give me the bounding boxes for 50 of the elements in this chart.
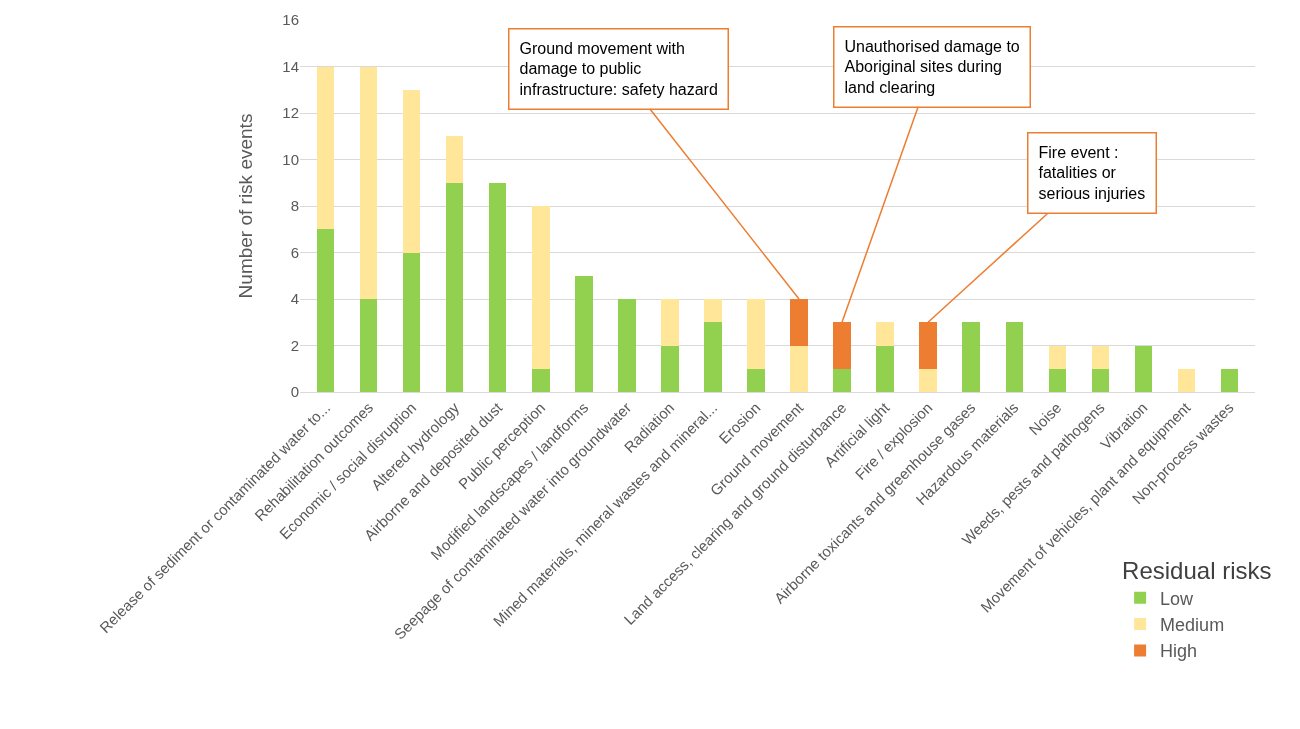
bar: [618, 299, 636, 392]
bar: [661, 345, 679, 392]
bar: [1220, 368, 1238, 392]
legend-label: High: [1160, 641, 1198, 662]
legend-label: Low: [1160, 588, 1195, 609]
bar: [489, 182, 507, 392]
y-tick-label: 2: [290, 336, 299, 354]
bar: [532, 206, 550, 369]
bar: [790, 345, 808, 392]
bar: [1091, 368, 1109, 392]
y-tick-label: 6: [290, 243, 299, 261]
bar: [532, 368, 550, 392]
bar: [575, 275, 593, 392]
bar: [403, 89, 421, 253]
bar: [1177, 368, 1195, 392]
y-tick-label: 0: [290, 383, 299, 401]
bar: [1134, 345, 1152, 392]
annotation: Ground movement with damage to public infrastructure: safety hazard: [519, 39, 718, 99]
annotation: Unauthorised damage to Aboriginal sites during land clearing: [844, 37, 1020, 97]
bar: [833, 368, 851, 392]
y-tick-label: 8: [290, 197, 299, 215]
bar: [661, 299, 679, 346]
y-tick-label: 16: [282, 11, 299, 29]
bar: [747, 368, 765, 392]
bar: [360, 66, 378, 299]
y-tick-label: 12: [282, 104, 299, 122]
bar: [446, 182, 464, 392]
y-tick-label: 4: [290, 290, 299, 308]
bar: [704, 322, 722, 392]
bar: [747, 299, 765, 369]
y-tick-label: 14: [282, 57, 299, 75]
bar: [1048, 345, 1066, 369]
bar: [962, 322, 980, 392]
legend-title: Residual risks: [1122, 557, 1272, 585]
bar: [919, 368, 937, 392]
bar: [446, 136, 464, 183]
bar: [876, 322, 894, 346]
bar: [360, 299, 378, 392]
bar: [704, 299, 722, 323]
bar: [317, 66, 335, 230]
y-tick-label: 10: [282, 150, 299, 168]
y-axis-title: Number of risk events: [235, 113, 256, 299]
bar: [1005, 322, 1023, 392]
bar: [876, 345, 894, 392]
annotation: Fire event : fatalities or serious injuries: [1038, 143, 1146, 203]
legend-label: Medium: [1160, 615, 1225, 636]
bar: [1048, 368, 1066, 392]
bar: [317, 229, 335, 392]
bar: [1091, 345, 1109, 369]
bar: [403, 252, 421, 392]
